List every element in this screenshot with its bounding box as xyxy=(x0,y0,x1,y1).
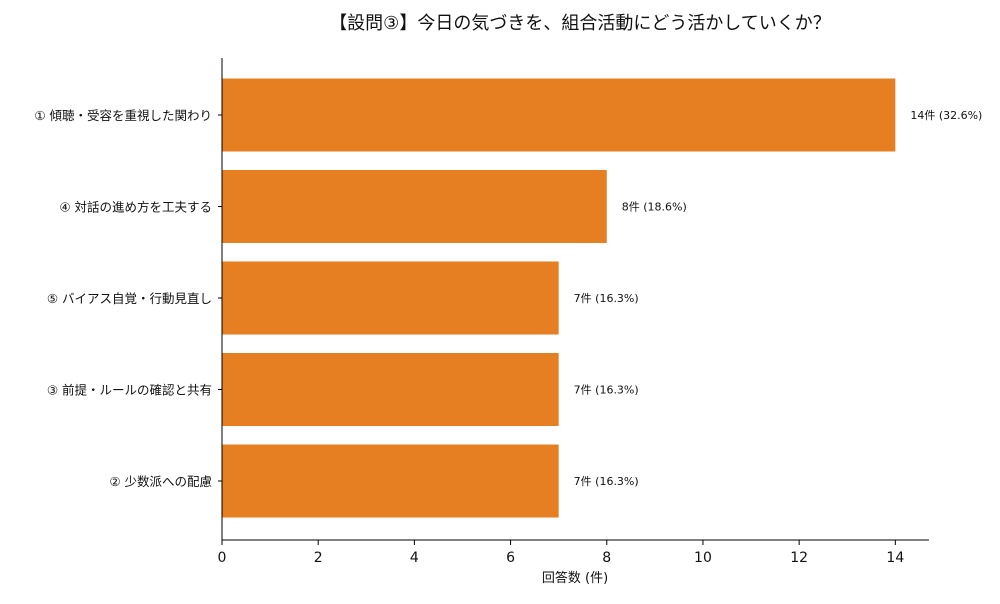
y-category-label: ① 傾聴・受容を重視した関わり xyxy=(34,108,212,123)
y-category-labels: ① 傾聴・受容を重視した関わり ④ 対話の進め方を工夫する ⑤ バイアス自覚・行動見… xyxy=(34,108,222,489)
x-tick-label: 12 xyxy=(790,550,808,566)
bar-value-label: 7件 (16.3%) xyxy=(574,384,639,397)
bar xyxy=(222,261,559,335)
bar xyxy=(222,170,607,243)
bars-layer xyxy=(222,78,896,518)
chart-title: 【設問③】今日の気づきを、組合活動にどう活かしていくか？ xyxy=(329,13,831,34)
y-category-label: ③ 前提・ルールの確認と共有 xyxy=(47,383,212,398)
bar xyxy=(222,444,559,518)
x-tick-label: 6 xyxy=(506,550,515,566)
y-category-label: ④ 対話の進め方を工夫する xyxy=(59,200,212,215)
x-tick-label: 2 xyxy=(314,550,323,566)
x-tick-label: 10 xyxy=(694,550,712,566)
x-tick-label: 8 xyxy=(602,550,611,566)
bar xyxy=(222,78,896,152)
bar-value-label: 7件 (16.3%) xyxy=(574,475,639,488)
y-category-label: ② 少数派への配慮 xyxy=(109,474,212,489)
bar-value-label: 8件 (18.6%) xyxy=(622,201,687,214)
y-category-label: ⑤ バイアス自覚・行動見直し xyxy=(47,291,212,306)
x-tick-label: 4 xyxy=(410,550,419,566)
data-labels-layer: 14件 (32.6%) 8件 (18.6%) 7件 (16.3%) 7件 (16.3%… xyxy=(574,109,983,488)
bar xyxy=(222,353,559,426)
x-tick-label: 0 xyxy=(218,550,227,566)
bar-value-label: 7件 (16.3%) xyxy=(574,292,639,305)
x-ticks-layer: 0 2 4 6 8 10 12 14 xyxy=(218,540,904,566)
x-tick-label: 14 xyxy=(886,550,904,566)
bar-value-label: 14件 (32.6%) xyxy=(910,109,982,122)
x-axis-label: 回答数 (件) xyxy=(542,570,608,586)
